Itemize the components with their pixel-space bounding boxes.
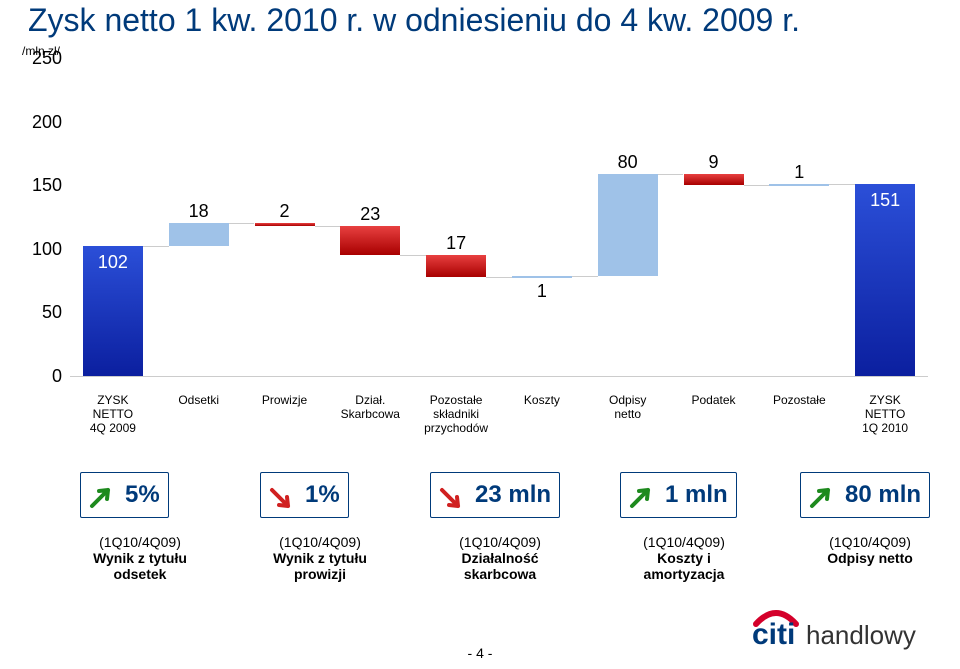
bar-koszty [512, 276, 572, 278]
x-label-end: ZYSKNETTO1Q 2010 [842, 394, 928, 435]
y-tick: 100 [22, 239, 62, 260]
metric-1: 1% [260, 472, 349, 518]
compare-0: (1Q10/4Q09)Wynik z tytułuodsetek [60, 534, 220, 582]
logo-citi: citi [752, 618, 795, 650]
connector [744, 185, 770, 186]
y-tick: 150 [22, 175, 62, 196]
y-tick: 50 [22, 302, 62, 323]
bar-label-odpisy: 80 [598, 152, 658, 173]
waterfall-chart: 250200150100500102ZYSKNETTO4Q 200918Odse… [22, 46, 934, 426]
logo: citi handlowy [752, 610, 932, 655]
metric-value: 1% [305, 481, 340, 508]
x-label-odpisy: Odpisynetto [585, 394, 671, 422]
metric-value: 80 mln [845, 481, 921, 508]
x-label-prowizje: Prowizje [242, 394, 328, 408]
x-label-pozost: Pozostałe [756, 394, 842, 408]
arrow-up-icon [87, 482, 113, 508]
y-tick: 0 [22, 366, 62, 387]
bar-label-end: 151 [855, 190, 915, 211]
bar-odsetki [169, 223, 229, 246]
x-label-start: ZYSKNETTO4Q 2009 [70, 394, 156, 435]
bar-label-prowizje: 2 [255, 201, 315, 222]
bar-end [855, 184, 915, 376]
x-label-podatek: Podatek [671, 394, 757, 408]
bar-label-pozprzy: 17 [426, 233, 486, 254]
connector [229, 223, 255, 224]
metric-4: 80 mln [800, 472, 930, 518]
connector [315, 226, 341, 227]
bar-podatek [684, 174, 744, 185]
bar-pozost [769, 184, 829, 186]
bar-label-podatek: 9 [684, 152, 744, 173]
bar-odpisy [598, 174, 658, 276]
connector [829, 184, 855, 185]
x-label-odsetki: Odsetki [156, 394, 242, 408]
connector [572, 276, 598, 277]
page-title: Zysk netto 1 kw. 2010 r. w odniesieniu d… [28, 2, 800, 39]
arrow-down-icon [437, 482, 463, 508]
bar-prowizje [255, 223, 315, 226]
bar-label-start: 102 [83, 252, 143, 273]
compare-1: (1Q10/4Q09)Wynik z tytułuprowizji [240, 534, 400, 582]
logo-handlowy: handlowy [806, 620, 916, 650]
metric-value: 23 mln [475, 481, 551, 508]
compare-4: (1Q10/4Q09)Odpisy netto [790, 534, 950, 566]
arrow-down-icon [267, 482, 293, 508]
compare-3: (1Q10/4Q09)Koszty iamortyzacja [604, 534, 764, 582]
arrow-up-icon [807, 482, 833, 508]
bar-label-odsetki: 18 [169, 201, 229, 222]
connector [400, 255, 426, 256]
metric-value: 5% [125, 481, 160, 508]
x-label-koszty: Koszty [499, 394, 585, 408]
connector [486, 277, 512, 278]
metric-value: 1 mln [665, 481, 728, 508]
x-label-skarb: Dział.Skarbcowa [327, 394, 413, 422]
arrow-up-icon [627, 482, 653, 508]
compare-2: (1Q10/4Q09)Działalnośćskarbcowa [420, 534, 580, 582]
connector [143, 246, 169, 247]
y-tick: 200 [22, 112, 62, 133]
metric-0: 5% [80, 472, 169, 518]
bar-skarb [340, 226, 400, 255]
bar-pozprzy [426, 255, 486, 277]
bar-label-koszty: 1 [512, 281, 572, 302]
metric-3: 1 mln [620, 472, 737, 518]
y-tick: 250 [22, 48, 62, 69]
connector [658, 174, 684, 175]
bar-label-pozost: 1 [769, 162, 829, 183]
x-label-pozprzy: Pozostałeskładnikiprzychodów [413, 394, 499, 435]
metric-2: 23 mln [430, 472, 560, 518]
bar-label-skarb: 23 [340, 204, 400, 225]
